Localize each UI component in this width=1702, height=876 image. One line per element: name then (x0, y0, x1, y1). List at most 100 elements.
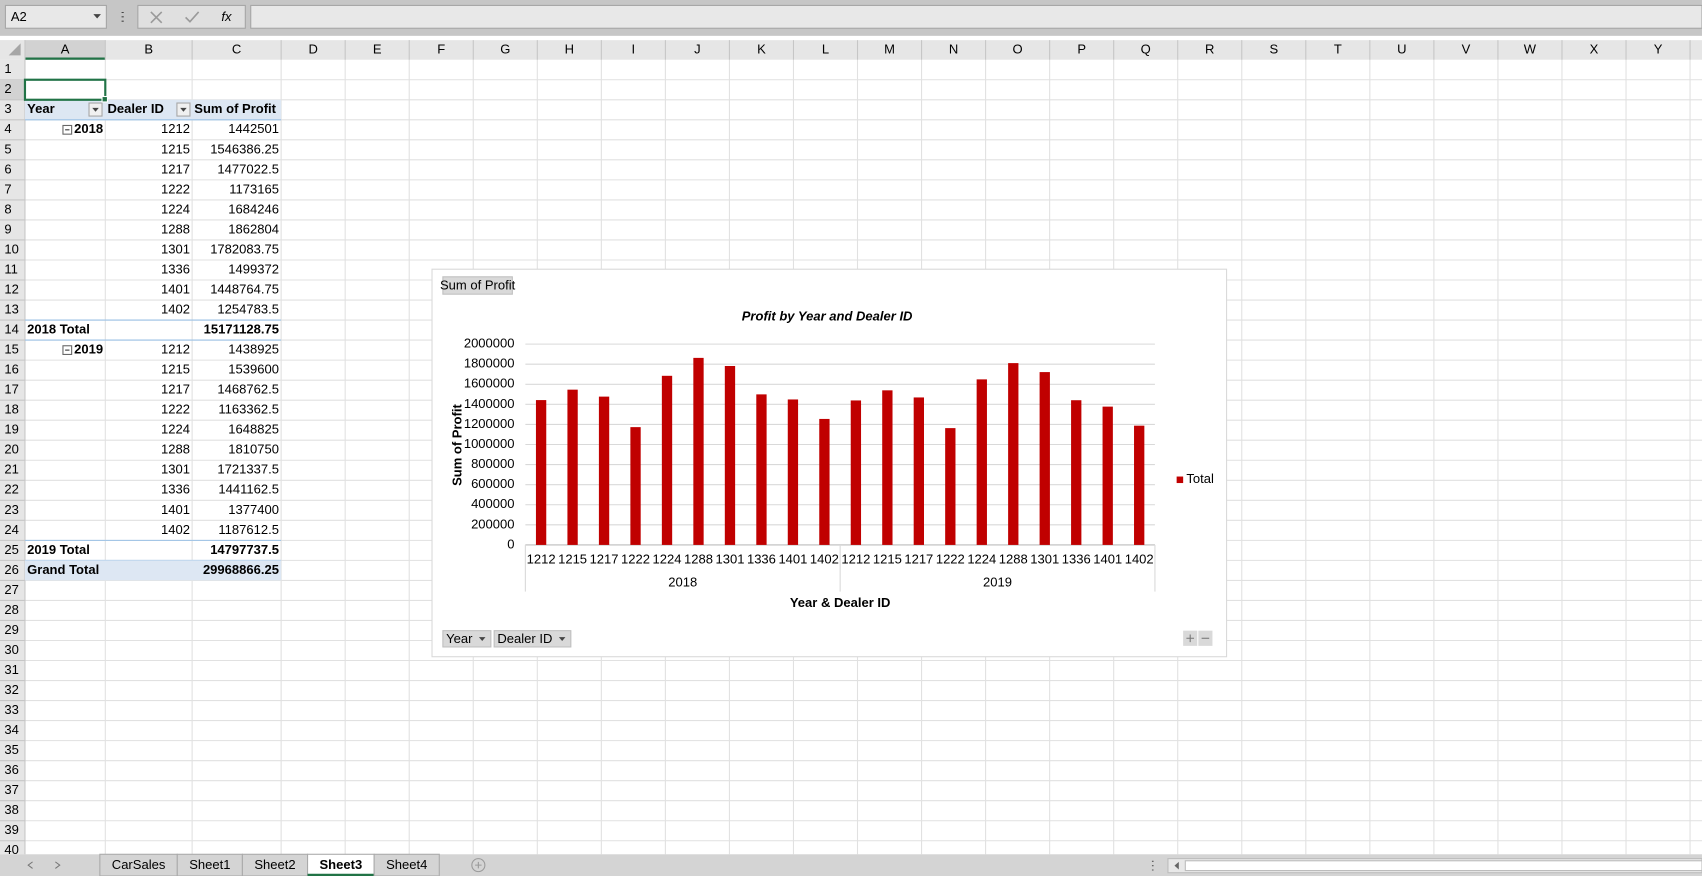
pivot-dealer-id: 1301 (161, 462, 190, 477)
column-header[interactable]: J (694, 41, 701, 56)
column-header[interactable]: R (1205, 41, 1214, 56)
row-header[interactable]: 2 (4, 81, 11, 96)
column-header[interactable]: X (1590, 41, 1599, 56)
new-sheet-button[interactable] (471, 858, 486, 873)
row-header[interactable]: 21 (4, 462, 18, 477)
y-tick-label: 600000 (471, 476, 514, 491)
row-header[interactable]: 20 (4, 442, 18, 457)
value-field-button[interactable] (442, 276, 513, 295)
formula-input[interactable] (250, 4, 1702, 29)
scroll-thumb[interactable] (1184, 860, 1702, 872)
row-header[interactable]: 16 (4, 362, 18, 377)
column-header[interactable]: W (1524, 41, 1537, 56)
column-header[interactable]: H (565, 41, 574, 56)
column-header[interactable]: L (822, 41, 829, 56)
column-header[interactable]: A (61, 41, 70, 56)
row-header[interactable]: 6 (4, 161, 11, 176)
bar (945, 428, 956, 545)
tab-scroll-left[interactable] (27, 861, 33, 869)
column-header[interactable]: G (500, 41, 510, 56)
field-button[interactable] (442, 630, 492, 648)
column-header[interactable]: P (1077, 41, 1086, 56)
insert-function-button[interactable]: fx (221, 9, 232, 24)
column-header[interactable]: K (757, 41, 766, 56)
column-header[interactable]: M (884, 41, 895, 56)
column-header[interactable]: T (1334, 41, 1342, 56)
row-header[interactable]: 22 (4, 482, 18, 497)
row-header[interactable]: 26 (4, 562, 18, 577)
column-header[interactable]: V (1462, 41, 1471, 56)
row-header[interactable]: 15 (4, 342, 18, 357)
row-header[interactable]: 33 (4, 702, 18, 717)
row-header[interactable]: 13 (4, 301, 18, 316)
row-header[interactable]: 4 (4, 121, 11, 136)
column-header[interactable]: D (308, 41, 317, 56)
pivot-profit: 1499372 (228, 261, 279, 276)
column-header[interactable]: E (373, 41, 382, 56)
enter-button[interactable] (185, 11, 200, 23)
x-tick-label: 1288 (684, 552, 713, 567)
row-header[interactable]: 17 (4, 382, 18, 397)
y-tick-label: 0 (507, 536, 514, 551)
bar (630, 427, 641, 545)
pivot-dealer-id: 1401 (161, 281, 190, 296)
row-header[interactable]: 31 (4, 662, 18, 677)
row-header[interactable]: 19 (4, 422, 18, 437)
row-header[interactable]: 14 (4, 322, 18, 337)
active-cell[interactable] (23, 78, 107, 101)
y-tick-label: 800000 (471, 456, 514, 471)
x-tick-label: 1402 (1125, 552, 1154, 567)
row-header[interactable]: 34 (4, 722, 18, 737)
row-header[interactable]: 3 (4, 101, 11, 116)
row-header[interactable]: 39 (4, 822, 18, 837)
row-header[interactable]: 25 (4, 542, 18, 557)
name-box[interactable] (4, 4, 107, 29)
column-header[interactable]: C (232, 41, 241, 56)
row-header[interactable]: 1 (4, 61, 11, 76)
row-header[interactable]: 9 (4, 221, 11, 236)
row-header[interactable]: 23 (4, 502, 18, 517)
row-header[interactable]: 32 (4, 682, 18, 697)
column-header[interactable]: B (144, 41, 153, 56)
cancel-button[interactable] (150, 11, 163, 24)
column-header[interactable]: O (1013, 41, 1023, 56)
column-header[interactable]: U (1397, 41, 1406, 56)
field-button-arrow (558, 637, 566, 641)
column-header[interactable]: Y (1654, 41, 1663, 56)
field-button-label: Year (446, 631, 473, 646)
y-tick-label: 400000 (471, 496, 514, 511)
column-header[interactable]: F (437, 41, 445, 56)
row-header[interactable]: 24 (4, 522, 18, 537)
tab-scroll-right[interactable] (55, 861, 61, 869)
row-header[interactable]: 28 (4, 602, 18, 617)
row-header[interactable]: 12 (4, 281, 18, 296)
bar (819, 418, 830, 545)
column-header[interactable]: S (1269, 41, 1278, 56)
x-group-label: 2018 (668, 574, 697, 589)
column-header[interactable]: I (632, 41, 636, 56)
row-header[interactable]: 10 (4, 241, 18, 256)
row-header[interactable]: 5 (4, 141, 11, 156)
column-header[interactable]: N (949, 41, 958, 56)
row-header[interactable]: 30 (4, 642, 18, 657)
pivot-dealer-id: 1212 (161, 342, 190, 357)
pivot-dealer-id: 1212 (161, 121, 190, 136)
column-header[interactable]: Q (1141, 41, 1151, 56)
row-header[interactable]: 35 (4, 742, 18, 757)
bar (882, 390, 893, 545)
row-header[interactable]: 38 (4, 802, 18, 817)
pivot-profit: 1862804 (228, 221, 279, 236)
row-header[interactable]: 18 (4, 402, 18, 417)
row-header[interactable]: 8 (4, 201, 11, 216)
field-button[interactable] (493, 630, 572, 648)
bar (787, 399, 799, 545)
row-header[interactable]: 27 (4, 582, 18, 597)
row-header[interactable]: 7 (4, 181, 11, 196)
row-header[interactable]: 29 (4, 622, 18, 637)
row-header[interactable]: 11 (4, 261, 18, 276)
x-tick-label: 1402 (810, 552, 839, 567)
row-header[interactable]: 40 (4, 842, 18, 857)
row-header[interactable]: 37 (4, 782, 18, 797)
row-header[interactable]: 36 (4, 762, 18, 777)
